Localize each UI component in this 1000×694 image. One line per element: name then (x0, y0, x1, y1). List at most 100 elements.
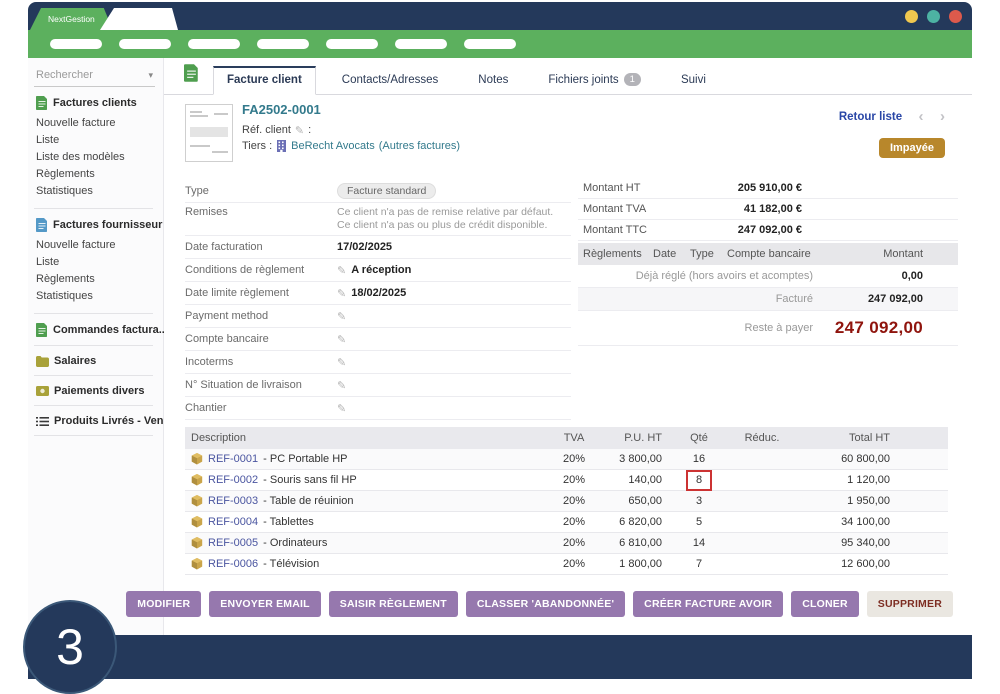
action-button-envoyer-email[interactable]: ENVOYER EMAIL (209, 591, 321, 617)
window-dot-yellow[interactable] (905, 10, 918, 23)
tiers-label: Tiers : (242, 140, 272, 152)
sidebar-item[interactable]: Nouvelle facture (36, 237, 157, 254)
line-tva: 20% (552, 495, 596, 507)
detail-value: ✎ (337, 402, 346, 415)
delete-button[interactable]: SUPPRIMER (867, 591, 953, 617)
product-name: - PC Portable HP (263, 453, 347, 465)
search-select[interactable]: Rechercher ▾ (34, 66, 155, 87)
sidebar-section-5[interactable]: Produits Livrés - Ven... (36, 415, 157, 427)
line-total: 34 100,00 (794, 516, 890, 528)
footer-bar (28, 635, 972, 679)
line-total: 95 340,00 (794, 537, 890, 549)
tab-fichiers-joints[interactable]: Fichiers joints1 (534, 66, 655, 95)
line-description: REF-0004 - Tablettes (185, 516, 552, 528)
edit-pencil-icon[interactable]: ✎ (337, 264, 346, 277)
sidebar-section-label: Salaires (54, 355, 96, 367)
sidebar-item[interactable]: Liste des modèles (36, 149, 157, 166)
product-ref-link[interactable]: REF-0005 (208, 537, 258, 549)
sidebar-divider (34, 345, 153, 346)
sidebar-section-label: Commandes factura... (53, 324, 168, 336)
line-tva: 20% (552, 516, 596, 528)
product-ref-link[interactable]: REF-0003 (208, 495, 258, 507)
back-to-list-link[interactable]: Retour liste (839, 111, 902, 123)
tab-contacts-adresses[interactable]: Contacts/Adresses (328, 67, 453, 95)
folder-olive-icon (36, 356, 49, 367)
redacted-menu-item[interactable] (50, 39, 102, 49)
tiers-link[interactable]: BeRecht Avocats (291, 140, 375, 152)
tab-facture-client[interactable]: Facture client (213, 66, 316, 95)
payments-row-label: Facturé (583, 293, 813, 305)
payments-row: Reste à payer247 092,00 (578, 311, 958, 346)
redacted-menu-item[interactable] (257, 39, 309, 49)
status-badge: Impayée (879, 138, 945, 158)
payments-row: Facturé247 092,00 (578, 288, 958, 311)
action-button-cr-er-facture-avoir[interactable]: CRÉER FACTURE AVOIR (633, 591, 783, 617)
detail-value: Facture standard (337, 183, 436, 199)
detail-row: Incoterms✎ (185, 351, 571, 374)
sidebar-section-label: Factures fournisseur (53, 219, 162, 231)
invoice-line-row: REF-0004 - Tablettes20%6 820,00534 100,0… (185, 512, 948, 533)
redacted-menu-item[interactable] (464, 39, 516, 49)
edit-pencil-icon[interactable]: ✎ (337, 402, 346, 415)
product-ref-link[interactable]: REF-0004 (208, 516, 258, 528)
sidebar-item[interactable]: Règlements (36, 166, 157, 183)
redacted-menu-item[interactable] (395, 39, 447, 49)
sidebar-item[interactable]: Liste (36, 254, 157, 271)
sidebar-section-1[interactable]: Factures fournisseur (36, 218, 157, 232)
invoice-lines-table: DescriptionTVAP.U. HTQtéRéduc.Total HT R… (185, 427, 948, 575)
redacted-menu-item[interactable] (326, 39, 378, 49)
window-dot-teal[interactable] (927, 10, 940, 23)
sidebar-section-label: Produits Livrés - Ven... (54, 415, 173, 427)
lines-header-row: DescriptionTVAP.U. HTQtéRéduc.Total HT (185, 427, 948, 449)
product-ref-link[interactable]: REF-0002 (208, 474, 258, 486)
lines-col-header: TVA (552, 432, 596, 444)
sidebar-section-0[interactable]: Factures clients (36, 96, 157, 110)
amount-label: Montant TVA (583, 203, 744, 215)
action-button-cloner[interactable]: CLONER (791, 591, 859, 617)
sidebar-section-4[interactable]: Paiements divers (36, 385, 157, 397)
sidebar-section-2[interactable]: Commandes factura... (36, 323, 157, 337)
invoice-banner: FA2502-0001 Réf. client ✎ : Tiers : BeRe… (164, 95, 972, 170)
invoice-ref[interactable]: FA2502-0001 (242, 102, 460, 117)
detail-value: ✎18/02/2025 (337, 287, 406, 300)
sidebar-item[interactable]: Statistiques (36, 183, 157, 200)
edit-pencil-icon[interactable]: ✎ (337, 333, 346, 346)
sidebar-item[interactable]: Nouvelle facture (36, 115, 157, 132)
edit-pencil-icon[interactable]: ✎ (337, 310, 346, 323)
chevron-left-icon[interactable]: ‹ (919, 108, 924, 125)
invoice-title-block: FA2502-0001 Réf. client ✎ : Tiers : BeRe… (242, 102, 460, 154)
detail-label: Date limite règlement (185, 287, 337, 299)
edit-pencil-icon[interactable]: ✎ (337, 356, 346, 369)
sidebar-item[interactable]: Statistiques (36, 288, 157, 305)
redacted-menu-item[interactable] (119, 39, 171, 49)
payments-row-amount: 247 092,00 (813, 293, 923, 305)
action-button-classer-abandonn-e-[interactable]: CLASSER 'ABANDONNÉE' (466, 591, 625, 617)
edit-pencil-icon[interactable]: ✎ (337, 287, 346, 300)
edit-pencil-icon[interactable]: ✎ (295, 124, 304, 137)
action-button-modifier[interactable]: MODIFIER (126, 591, 201, 617)
product-ref-link[interactable]: REF-0006 (208, 558, 258, 570)
redacted-menu-item[interactable] (188, 39, 240, 49)
amount-value: 41 182,00 € (744, 203, 802, 215)
tab-suivi[interactable]: Suivi (667, 67, 720, 95)
product-ref-link[interactable]: REF-0001 (208, 453, 258, 465)
sidebar-item[interactable]: Règlements (36, 271, 157, 288)
sidebar-item[interactable]: Liste (36, 132, 157, 149)
chevron-right-icon[interactable]: › (940, 108, 945, 125)
invoice-icon[interactable] (184, 64, 199, 87)
invoice-thumbnail[interactable] (185, 104, 233, 162)
line-tva: 20% (552, 537, 596, 549)
edit-pencil-icon[interactable]: ✎ (337, 379, 346, 392)
line-unit-price: 140,00 (596, 474, 668, 486)
action-button-saisir-r-glement[interactable]: SAISIR RÈGLEMENT (329, 591, 458, 617)
cube-icon (191, 453, 203, 465)
tab-notes[interactable]: Notes (464, 67, 522, 95)
brand-tab[interactable]: NextGestion (30, 8, 113, 30)
detail-value: Ce client n'a pas de remise relative par… (337, 206, 553, 232)
payments-col-header: Type (690, 248, 727, 260)
redacted-tab[interactable] (100, 8, 178, 30)
discount-info-text: Ce client n'a pas de remise relative par… (337, 206, 553, 232)
detail-row: Date facturation17/02/2025 (185, 236, 571, 259)
window-dot-red[interactable] (949, 10, 962, 23)
sidebar-section-3[interactable]: Salaires (36, 355, 157, 367)
